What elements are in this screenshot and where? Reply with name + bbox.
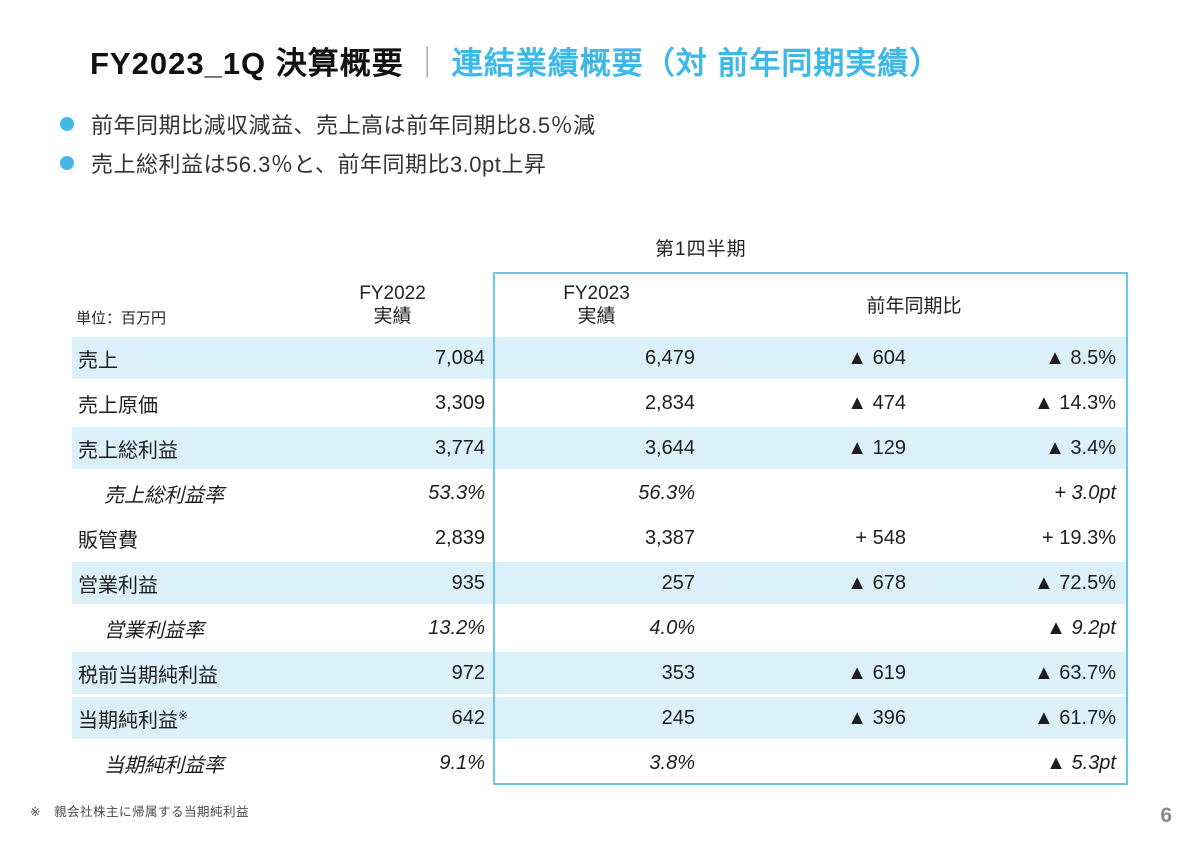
yoy-pct-value: ▲ 5.3pt <box>1046 751 1116 774</box>
bullet-item: 前年同期比減収減益、売上高は前年同期比8.5％減 <box>60 104 596 143</box>
row-label: 売上総利益率 <box>104 484 224 507</box>
summary-bullets: 前年同期比減収減益、売上高は前年同期比8.5％減 売上総利益は56.3％と、前年… <box>60 104 596 182</box>
fy2023-value: 2,834 <box>644 391 695 414</box>
fy2023-value: 257 <box>661 571 695 594</box>
table-row: 売上総利益 3,774 3,644 ▲ 129 ▲ 3.4% <box>72 427 1128 469</box>
table-row: 売上 7,084 6,479 ▲ 604 ▲ 8.5% <box>72 337 1128 379</box>
column-header-fy2022: FY2022 実績 <box>359 282 426 327</box>
fy2022-value: 935 <box>451 571 485 594</box>
yoy-pct-value: + 19.3% <box>1042 526 1116 549</box>
bullet-text: 売上総利益は56.3％と、前年同期比3.0pt上昇 <box>91 151 547 177</box>
yoy-pct-value: ▲ 8.5% <box>1045 346 1116 369</box>
title-main: FY2023_1Q 決算概要 <box>90 46 404 81</box>
yoy-pct-value: ▲ 61.7% <box>1033 706 1116 729</box>
row-label: 営業利益率 <box>104 619 204 642</box>
fy2022-value: 13.2% <box>428 616 485 639</box>
table-row: 売上原価 3,309 2,834 ▲ 474 ▲ 14.3% <box>72 382 1128 424</box>
fy2023-value: 3,644 <box>644 436 695 459</box>
title-separator: ｜ <box>411 46 444 81</box>
yoy-diff-value: ▲ 129 <box>847 436 906 459</box>
column-header-yoy: 前年同期比 <box>866 296 962 317</box>
fy2022-value: 9.1% <box>439 751 485 774</box>
row-label: 売上原価 <box>78 394 158 417</box>
unit-label: 単位：百万円 <box>76 310 167 327</box>
row-label: 営業利益 <box>78 574 158 597</box>
fy2023-value: 3,387 <box>644 526 695 549</box>
fy2023-value: 245 <box>661 706 695 729</box>
table-caption: 第1四半期 <box>655 239 747 260</box>
table-body: 売上 7,084 6,479 ▲ 604 ▲ 8.5% 売上原価 3,309 2… <box>72 337 1128 787</box>
yoy-diff-value: + 548 <box>855 526 906 549</box>
yoy-diff-value: ▲ 604 <box>847 346 906 369</box>
yoy-diff-value: ▲ 474 <box>847 391 906 414</box>
fy2023-value: 6,479 <box>644 346 695 369</box>
yoy-diff-value: ▲ 619 <box>847 661 906 684</box>
bullet-icon <box>60 155 74 170</box>
fy2023-value: 353 <box>661 661 695 684</box>
column-header-fy2023: FY2023 実績 <box>563 282 630 327</box>
fy2023-value: 3.8% <box>649 751 695 774</box>
row-label: 当期純利益※ <box>78 707 189 732</box>
fy2022-value: 7,084 <box>434 346 485 369</box>
yoy-pct-value: ▲ 9.2pt <box>1046 616 1116 639</box>
fy2022-value: 642 <box>451 706 485 729</box>
yoy-pct-value: + 3.0pt <box>1054 481 1116 504</box>
yoy-pct-value: ▲ 72.5% <box>1033 571 1116 594</box>
table-row: 当期純利益※ 642 245 ▲ 396 ▲ 61.7% <box>72 697 1128 739</box>
row-label: 税前当期純利益 <box>78 664 218 687</box>
fy2022-value: 972 <box>451 661 485 684</box>
yoy-diff-value: ▲ 678 <box>847 571 906 594</box>
fy2022-value: 53.3% <box>428 481 485 504</box>
yoy-pct-value: ▲ 3.4% <box>1045 436 1116 459</box>
table-row: 税前当期純利益 972 353 ▲ 619 ▲ 63.7% <box>72 652 1128 694</box>
fy2022-value: 2,839 <box>434 526 485 549</box>
row-label: 販管費 <box>78 529 138 552</box>
yoy-diff-value: ▲ 396 <box>847 706 906 729</box>
fy2022-value: 3,309 <box>434 391 485 414</box>
row-label: 当期純利益率 <box>104 754 224 777</box>
bullet-text: 前年同期比減収減益、売上高は前年同期比8.5％減 <box>91 112 596 138</box>
title-sub: 連結業績概要（対 前年同期実績） <box>451 46 942 81</box>
table-header: 単位：百万円 FY2022 実績 FY2023 実績 前年同期比 <box>72 272 1128 337</box>
footnote-marker: ※ <box>178 707 189 722</box>
fy2023-value: 4.0% <box>649 616 695 639</box>
page-number: 6 <box>1160 804 1172 827</box>
fy2022-value: 3,774 <box>434 436 485 459</box>
table-row-rate: 営業利益率 13.2% 4.0% ▲ 9.2pt <box>72 607 1128 649</box>
bullet-item: 売上総利益は56.3％と、前年同期比3.0pt上昇 <box>60 143 596 182</box>
page-title: FY2023_1Q 決算概要｜連結業績概要（対 前年同期実績） <box>90 38 941 83</box>
yoy-pct-value: ▲ 63.7% <box>1033 661 1116 684</box>
footnote: ※ 親会社株主に帰属する当期純利益 <box>30 805 249 819</box>
row-label: 売上総利益 <box>78 439 178 462</box>
bullet-icon <box>60 116 74 131</box>
table-row: 営業利益 935 257 ▲ 678 ▲ 72.5% <box>72 562 1128 604</box>
table-row-rate: 当期純利益率 9.1% 3.8% ▲ 5.3pt <box>72 742 1128 784</box>
table-row-rate: 売上総利益率 53.3% 56.3% + 3.0pt <box>72 472 1128 514</box>
table-row: 販管費 2,839 3,387 + 548 + 19.3% <box>72 517 1128 559</box>
yoy-pct-value: ▲ 14.3% <box>1033 391 1116 414</box>
row-label: 売上 <box>78 349 118 372</box>
fy2023-value: 56.3% <box>638 481 695 504</box>
